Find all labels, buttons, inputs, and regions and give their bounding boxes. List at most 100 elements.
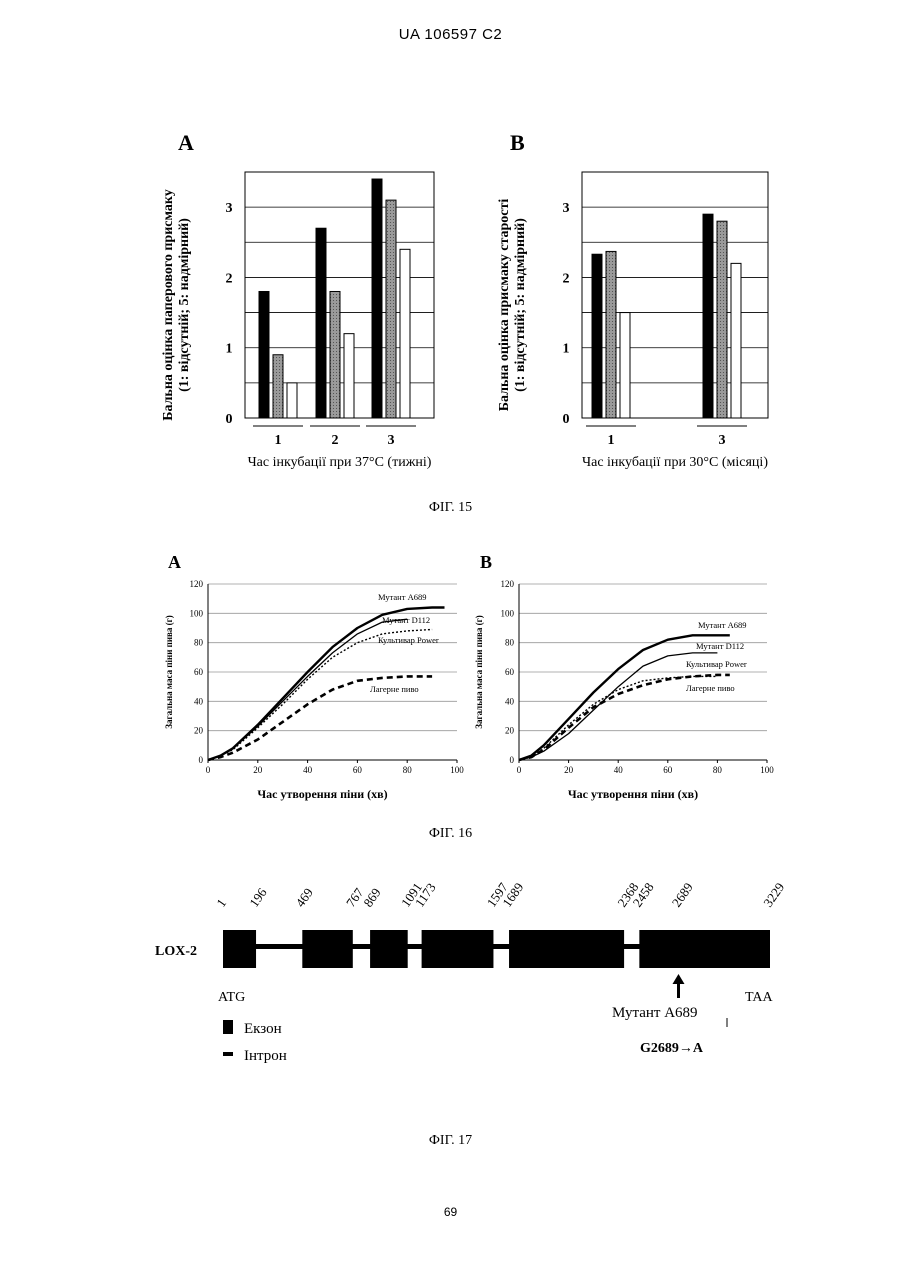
x-axis-label: Час утворення піни (хв) — [568, 787, 698, 801]
x-tick-label: 40 — [303, 765, 313, 775]
x-axis-label: Час утворення піни (хв) — [257, 787, 387, 801]
y-tick-label: 3 — [226, 201, 233, 216]
position-label: 196 — [246, 885, 270, 910]
x-tick-label: 60 — [663, 765, 673, 775]
stop-codon-label: TAA — [745, 990, 774, 1005]
bar — [620, 313, 630, 418]
series-label: Мутант D112 — [382, 615, 430, 625]
x-tick-label: 3 — [719, 433, 726, 448]
exon-block — [639, 930, 770, 968]
x-tick-label: 2 — [332, 433, 339, 448]
position-label: 2689 — [669, 880, 696, 910]
bar — [731, 263, 741, 418]
x-tick-label: 80 — [713, 765, 723, 775]
fig15-chart-group: A 0 1 2 3 1 2 3 Час інкубації при 37°С (тижні) Ба… — [150, 120, 810, 500]
bar — [703, 214, 713, 418]
x-tick-label: 60 — [353, 765, 363, 775]
series-label: Культивар Power — [378, 635, 439, 645]
fig16-caption: ФІГ. 16 — [0, 826, 901, 842]
x-tick-label: 1 — [608, 433, 615, 448]
position-label: 869 — [360, 885, 383, 910]
y-tick-label: 100 — [190, 608, 204, 618]
y-tick-label: 120 — [190, 579, 204, 589]
y-tick-label: 20 — [194, 726, 204, 736]
y-axis-label-line1: Бальна оцінка присмаку старості — [497, 199, 512, 412]
panel-label: B — [510, 130, 525, 155]
x-tick-label: 0 — [517, 765, 522, 775]
bar — [344, 334, 354, 418]
panel-label: A — [178, 130, 194, 155]
bar — [372, 179, 382, 418]
bar — [386, 200, 396, 418]
y-tick-label: 100 — [501, 608, 515, 618]
y-tick-label: 60 — [194, 667, 204, 677]
exon-block — [509, 930, 624, 968]
lox2-gene-structure: 1196469767869109111731597168923682458268… — [155, 879, 787, 1064]
mutant-label: Мутант А689 — [612, 1005, 698, 1021]
bar — [330, 291, 340, 418]
x-axis-label: Час інкубації при 30°С (місяці) — [582, 455, 768, 470]
series-label: Лагерне пиво — [370, 684, 419, 694]
fig16-panel-b: B020406080100120020406080100Мутант А689М… — [474, 552, 774, 801]
position-label: 1 — [213, 896, 229, 910]
y-tick-label: 1 — [563, 342, 570, 357]
y-tick-label: 0 — [199, 755, 204, 765]
fig15-panel-a: A0123123Час інкубації при 37°С (тижні)Ба… — [161, 130, 434, 470]
y-tick-label: 2 — [226, 271, 233, 286]
mutation-label: G2689→A — [640, 1041, 704, 1056]
fig16-chart-group: A 0 20 40 60 80 100 120 0 20 40 60 80 100 Мутант А689 М… — [150, 545, 810, 820]
bar — [606, 251, 616, 418]
panel-label: A — [168, 552, 181, 572]
y-tick-label: 80 — [194, 638, 204, 648]
bar — [273, 355, 283, 418]
x-tick-label: 100 — [760, 765, 774, 775]
bar — [259, 291, 269, 418]
page-number: 69 — [0, 1205, 901, 1219]
y-axis-label: Загальна маса піни пива (г) — [474, 615, 484, 728]
fig15-panel-b: B 0 1 2 3 1 3 Час інкубації при 30°С (місяці) Ба… — [497, 130, 768, 470]
legend-exon-swatch — [223, 1020, 233, 1034]
y-tick-label: 0 — [563, 412, 570, 427]
x-tick-label: 80 — [403, 765, 413, 775]
fig15-caption: ФІГ. 15 — [0, 500, 901, 516]
x-tick-label: 3 — [388, 433, 395, 448]
x-axis-label: Час інкубації при 37°С (тижні) — [248, 455, 432, 470]
y-tick-label: 3 — [563, 201, 570, 216]
y-tick-label: 120 — [501, 579, 515, 589]
y-tick-label: 1 — [226, 342, 233, 357]
legend-intron-swatch — [223, 1052, 233, 1056]
x-tick-label: 0 — [206, 765, 211, 775]
exon-block — [302, 930, 352, 968]
position-label: 3229 — [760, 880, 787, 910]
exon-block — [370, 930, 408, 968]
y-tick-label: 60 — [505, 667, 515, 677]
y-tick-label: 0 — [510, 755, 515, 765]
series-label: Мутант А689 — [698, 620, 746, 630]
document-id: UA 106597 C2 — [0, 26, 901, 43]
bar — [400, 249, 410, 418]
fig16-panel-a: A020406080100120020406080100Мутант А689М… — [164, 552, 464, 801]
y-tick-label: 0 — [226, 412, 233, 427]
bar — [717, 221, 727, 418]
y-tick-label: 20 — [505, 726, 515, 736]
series-label: Культивар Power — [686, 659, 747, 669]
x-tick-label: 1 — [275, 433, 282, 448]
x-tick-label: 20 — [564, 765, 574, 775]
series-label: Мутант А689 — [378, 592, 426, 602]
y-axis-label-line2: (1: відсутній; 5: надмірний) — [513, 218, 528, 392]
x-tick-label: 20 — [253, 765, 262, 775]
legend-exon-label: Екзон — [244, 1021, 282, 1037]
y-tick-label: 40 — [505, 696, 515, 706]
y-axis-label: Загальна маса піни пива (г) — [164, 615, 174, 728]
legend-intron-label: Інтрон — [244, 1048, 287, 1064]
panel-label: B — [480, 552, 492, 572]
y-tick-label: 80 — [505, 638, 515, 648]
bar — [592, 254, 602, 418]
bar — [316, 228, 326, 418]
start-codon-label: ATG — [218, 990, 245, 1005]
y-tick-label: 2 — [563, 271, 570, 286]
fig17-gene-diagram: 1196469767869109111731597168923682458268… — [150, 860, 810, 1080]
y-axis-label-line2: (1: відсутній; 5: надмірний) — [177, 218, 192, 392]
series-label: Лагерне пиво — [686, 683, 735, 693]
series-label: Мутант D112 — [696, 641, 744, 651]
